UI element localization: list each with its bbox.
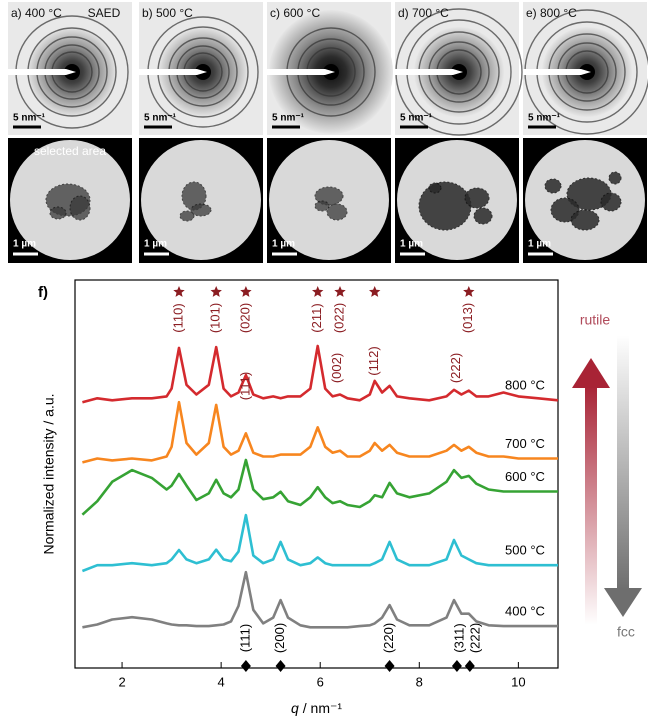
particle [418, 181, 472, 231]
particle [179, 210, 195, 222]
particle [190, 203, 212, 217]
particle [570, 209, 600, 231]
x-tick-label: 8 [416, 674, 423, 689]
panel-label: f) [38, 284, 48, 301]
beam-stopper [8, 69, 76, 75]
x-tick-label: 6 [317, 674, 324, 689]
series-line [82, 400, 558, 464]
series-label: 400 °C [505, 604, 545, 619]
area-label: selected area [34, 144, 106, 158]
scale-label: 5 nm⁻¹ [400, 113, 433, 124]
panel-label: a) 400 °C [11, 6, 62, 20]
fcc-marker [384, 660, 395, 672]
rutile-star [312, 286, 324, 297]
particle [69, 195, 91, 221]
particle [473, 207, 493, 225]
fcc-marker [451, 660, 462, 672]
x-tick-label: 2 [118, 674, 125, 689]
rutile-label: (002) [329, 353, 344, 383]
rutile-star [210, 286, 222, 297]
beam-stopper [395, 69, 463, 75]
beam-stopper [267, 69, 335, 75]
rutile-label: (111) [237, 372, 252, 400]
scale-label: 1 µm [13, 239, 36, 250]
x-axis-unit: / nm⁻¹ [303, 700, 343, 716]
series-label: 700 °C [505, 436, 545, 451]
particle [608, 171, 622, 185]
fcc-label: (111) [237, 624, 252, 652]
rutile-star [240, 286, 252, 297]
saed-label: SAED [88, 6, 121, 20]
series-label: 800 °C [505, 378, 545, 393]
beam-stopper [523, 69, 591, 75]
rutile-label: (101) [208, 303, 223, 333]
rutile-star [463, 286, 475, 297]
rutile-label: (013) [460, 303, 475, 333]
fcc-label: (311) [451, 623, 466, 652]
fcc-arrow-head [604, 588, 642, 617]
chart: f) 2 4 6 8 10 q / nm⁻¹ Normalized intensity / a.… [38, 279, 559, 716]
series-line [81, 513, 558, 573]
panel-label: e) 800 °C [526, 6, 577, 20]
series-line [82, 344, 559, 404]
rutile-label: (211) [309, 303, 324, 332]
particle [326, 203, 348, 221]
trend-arrows: rutile fcc [572, 312, 642, 640]
panel: e) 800 °C 5 nm⁻¹ 1 µm [523, 2, 648, 263]
scale-label: 1 µm [528, 239, 551, 250]
rutile-label: (020) [237, 303, 252, 333]
panel: d) 700 °C 5 nm⁻¹ 1 µm [395, 2, 523, 263]
series-line [82, 570, 558, 629]
fcc-label: (220) [381, 623, 396, 653]
scale-label: 5 nm⁻¹ [528, 113, 561, 124]
fcc-label: (200) [272, 623, 287, 653]
panel: b) 500 °C 5 nm⁻¹ 1 µm [139, 2, 263, 263]
fcc-marker [464, 660, 475, 672]
x-tick-label: 10 [511, 674, 525, 689]
rutile-star [369, 286, 381, 297]
x-axis-label: q / nm⁻¹ [291, 700, 342, 716]
particle [49, 206, 67, 220]
beam-stopper [139, 69, 207, 75]
rutile-star [173, 286, 185, 297]
panel-label: b) 500 °C [142, 6, 193, 20]
series-label: 600 °C [505, 469, 545, 484]
scale-label: 5 nm⁻¹ [13, 113, 46, 124]
fcc-marker [240, 660, 251, 672]
particle [428, 182, 442, 194]
rutile-label: (110) [170, 303, 185, 332]
image-panels: a) 400 °C5 nm⁻¹1 µmb) 500 °C5 nm⁻¹1 µmc)… [8, 2, 648, 263]
arrow-label: fcc [617, 624, 635, 640]
arrow-label: rutile [580, 312, 611, 328]
rutile-star [334, 286, 346, 297]
particle [544, 178, 562, 194]
fcc-marker [275, 660, 286, 672]
scale-label: 1 µm [144, 239, 167, 250]
plot-frame [74, 279, 559, 669]
series-label: 500 °C [505, 543, 545, 558]
particle [464, 187, 490, 209]
fcc-arrow-shaft [617, 335, 629, 590]
rutile-label: (112) [366, 346, 381, 375]
particle [600, 192, 622, 212]
y-axis-label: Normalized intensity / a.u. [41, 393, 57, 554]
x-tick-label: 4 [218, 674, 225, 689]
particle [314, 200, 330, 212]
rutile-arrow-head [572, 358, 610, 388]
x-axis-symbol: q [291, 700, 299, 716]
rutile-arrow-shaft [585, 385, 597, 625]
fcc-label: (222) [468, 623, 483, 653]
series-line [81, 458, 558, 516]
scale-label: 5 nm⁻¹ [144, 113, 177, 124]
panel: c) 600 °C 5 nm⁻¹ 1 µm [267, 2, 393, 263]
rutile-label: (222) [448, 353, 463, 383]
rutile-label: (022) [331, 303, 346, 333]
scale-label: 1 µm [272, 239, 295, 250]
panel: a) 400 °C 5 nm⁻¹ 1 µm [8, 2, 132, 263]
panel-label: d) 700 °C [398, 6, 449, 20]
panel-label: c) 600 °C [270, 6, 320, 20]
scale-label: 1 µm [400, 239, 423, 250]
scale-label: 5 nm⁻¹ [272, 113, 305, 124]
